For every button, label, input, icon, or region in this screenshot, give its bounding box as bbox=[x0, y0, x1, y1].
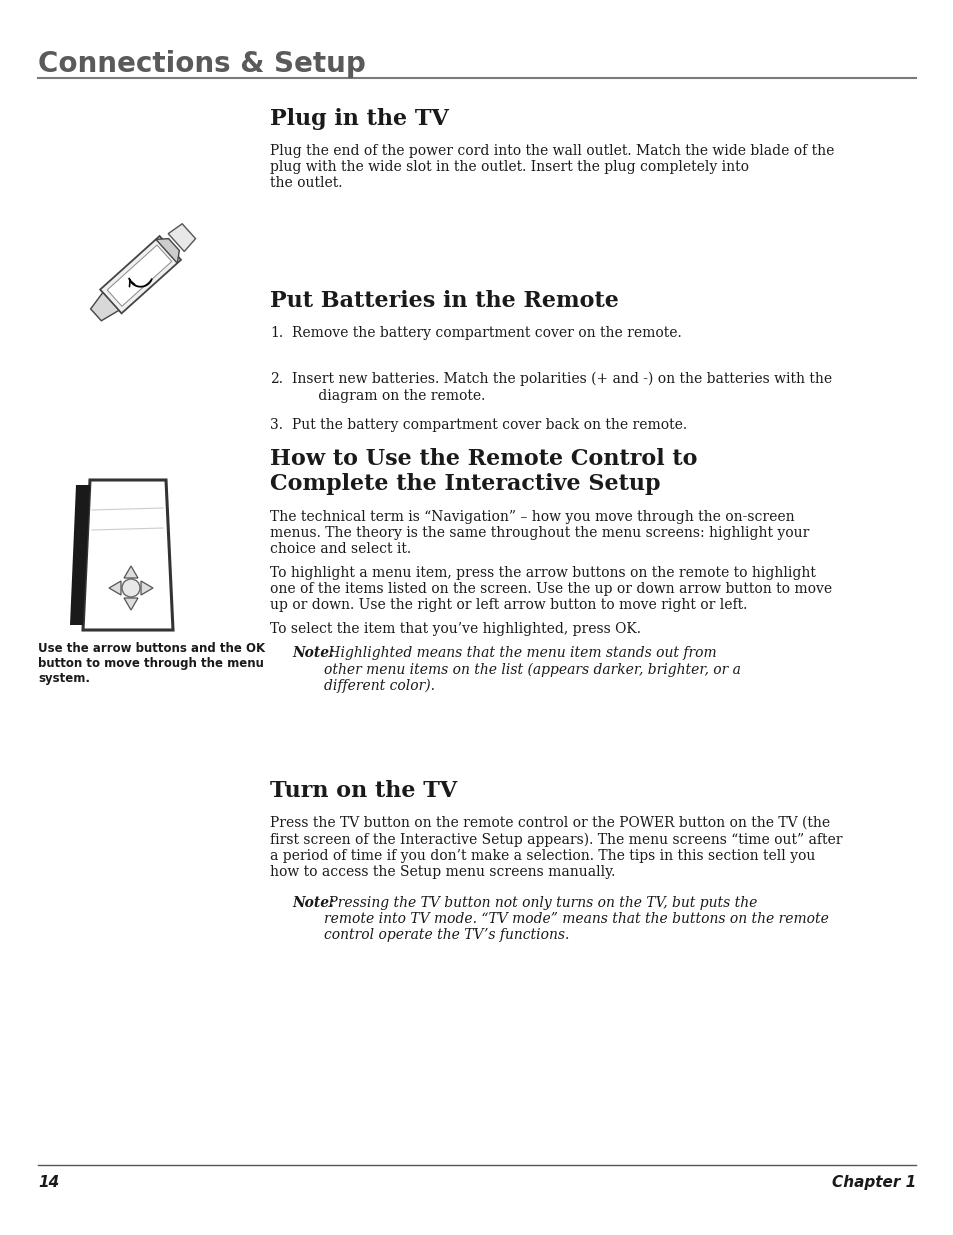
Text: To highlight a menu item, press the arrow buttons on the remote to highlight
one: To highlight a menu item, press the arro… bbox=[270, 566, 831, 613]
Text: Connections & Setup: Connections & Setup bbox=[38, 49, 365, 78]
Text: Chapter 1: Chapter 1 bbox=[831, 1174, 915, 1191]
Polygon shape bbox=[107, 245, 172, 306]
Text: 14: 14 bbox=[38, 1174, 59, 1191]
Polygon shape bbox=[91, 293, 119, 321]
Text: Pressing the TV button not only turns on the TV, but puts the
remote into TV mod: Pressing the TV button not only turns on… bbox=[324, 897, 828, 942]
Polygon shape bbox=[124, 566, 138, 578]
Polygon shape bbox=[83, 480, 172, 630]
Text: The technical term is “Navigation” – how you move through the on-screen
menus. T: The technical term is “Navigation” – how… bbox=[270, 510, 808, 557]
Polygon shape bbox=[168, 224, 195, 252]
Text: Turn on the TV: Turn on the TV bbox=[270, 781, 456, 802]
Text: 1.: 1. bbox=[270, 326, 283, 340]
Text: To select the item that you’ve highlighted, press OK.: To select the item that you’ve highlight… bbox=[270, 622, 640, 636]
Text: Insert new batteries. Match the polarities (+ and -) on the batteries with the
 : Insert new batteries. Match the polariti… bbox=[292, 372, 831, 403]
Text: Press the TV button on the remote control or the POWER button on the TV (the
fir: Press the TV button on the remote contro… bbox=[270, 816, 841, 879]
Text: Remove the battery compartment cover on the remote.: Remove the battery compartment cover on … bbox=[292, 326, 681, 340]
Circle shape bbox=[122, 579, 140, 597]
Text: How to Use the Remote Control to
Complete the Interactive Setup: How to Use the Remote Control to Complet… bbox=[270, 448, 697, 495]
Text: 3.: 3. bbox=[270, 417, 283, 432]
Polygon shape bbox=[141, 580, 152, 595]
Text: 2.: 2. bbox=[270, 372, 283, 387]
Polygon shape bbox=[100, 236, 181, 314]
Text: Note:: Note: bbox=[292, 897, 334, 910]
Text: Put Batteries in the Remote: Put Batteries in the Remote bbox=[270, 290, 618, 312]
Text: Highlighted means that the menu item stands out from
other menu items on the lis: Highlighted means that the menu item sta… bbox=[324, 646, 740, 693]
Polygon shape bbox=[124, 598, 138, 610]
Text: Note:: Note: bbox=[292, 646, 334, 659]
Text: Plug in the TV: Plug in the TV bbox=[270, 107, 449, 130]
Polygon shape bbox=[70, 485, 90, 625]
Text: Put the battery compartment cover back on the remote.: Put the battery compartment cover back o… bbox=[292, 417, 686, 432]
Text: Use the arrow buttons and the OK
button to move through the menu
system.: Use the arrow buttons and the OK button … bbox=[38, 642, 265, 685]
Polygon shape bbox=[109, 580, 121, 595]
Polygon shape bbox=[155, 238, 179, 263]
Text: Plug the end of the power cord into the wall outlet. Match the wide blade of the: Plug the end of the power cord into the … bbox=[270, 144, 834, 190]
